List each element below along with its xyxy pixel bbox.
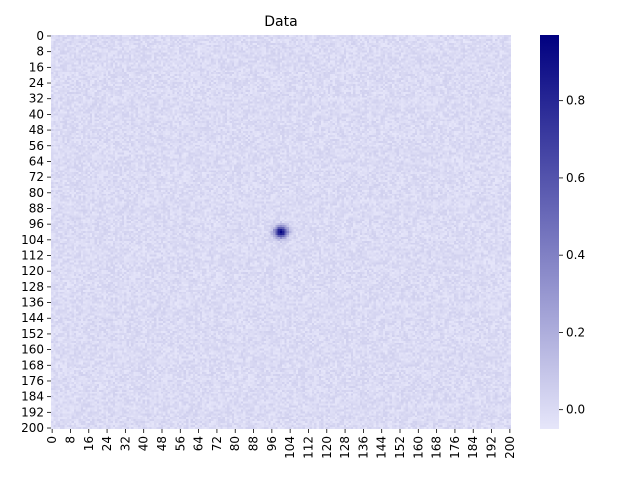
x-tick-label: 40 (137, 436, 151, 451)
colorbar-tick-label: 0.2 (566, 325, 585, 339)
colorbar-tick-label: 0.8 (566, 94, 585, 108)
x-tick-label: 120 (320, 436, 334, 459)
x-tick-label: 104 (283, 436, 297, 459)
y-tick-label: 152 (21, 327, 44, 341)
x-tick-label: 64 (192, 436, 206, 451)
y-tick-label: 24 (29, 76, 44, 90)
y-tick-label: 96 (29, 217, 44, 231)
heatmap-area (51, 35, 511, 429)
y-tick-label: 136 (21, 296, 44, 310)
x-tick-label: 176 (448, 436, 462, 459)
y-tick-label: 192 (21, 405, 44, 419)
colorbar-tick-label: 0.6 (566, 171, 585, 185)
y-tick-label: 168 (21, 358, 44, 372)
y-tick-label: 104 (21, 233, 44, 247)
x-tick-label: 48 (155, 436, 169, 451)
x-tick-label: 184 (466, 436, 480, 459)
y-tick-label: 112 (21, 249, 44, 263)
y-tick-label: 32 (29, 92, 44, 106)
y-axis: 0816243240485664728088961041121201281361… (21, 29, 51, 435)
x-tick-label: 168 (430, 436, 444, 459)
x-tick-label: 200 (503, 436, 517, 459)
y-tick-label: 200 (21, 421, 44, 435)
x-tick-label: 96 (265, 436, 279, 451)
x-tick-label: 192 (485, 436, 499, 459)
x-tick-label: 24 (100, 436, 114, 451)
x-tick-label: 32 (118, 436, 132, 451)
colorbar-gradient (540, 35, 559, 429)
y-tick-label: 144 (21, 311, 44, 325)
y-tick-label: 48 (29, 123, 44, 137)
y-tick-label: 80 (29, 186, 44, 200)
y-tick-label: 88 (29, 201, 44, 215)
y-tick-label: 184 (21, 390, 44, 404)
x-tick-label: 80 (228, 436, 242, 451)
y-tick-label: 40 (29, 107, 44, 121)
x-tick-label: 8 (63, 436, 77, 444)
y-tick-label: 120 (21, 264, 44, 278)
colorbar: 0.0 0.2 0.4 0.6 0.8 (540, 35, 585, 429)
colorbar-tick-label: 0.0 (566, 403, 585, 417)
x-tick-label: 56 (173, 436, 187, 451)
x-tick-label: 88 (247, 436, 261, 451)
x-axis: 0 8 16 24 32 40 48 56 64 72 80 88 96 104 112 120 128 136 1… (45, 429, 517, 459)
y-tick-label: 16 (29, 60, 44, 74)
y-tick-label: 160 (21, 343, 44, 357)
x-tick-label: 128 (338, 436, 352, 459)
x-tick-label: 160 (411, 436, 425, 459)
colorbar-tick-label: 0.4 (566, 248, 585, 262)
colorbar-ticks: 0.0 0.2 0.4 0.6 0.8 (559, 94, 585, 417)
x-tick-label: 16 (82, 436, 96, 451)
x-tick-label: 152 (393, 436, 407, 459)
y-tick-label: 72 (29, 170, 44, 184)
x-tick-label: 112 (301, 436, 315, 459)
y-tick-label: 8 (36, 45, 44, 59)
y-tick-label: 0 (36, 29, 44, 43)
chart-title: Data (264, 14, 297, 30)
x-tick-label: 144 (375, 436, 389, 459)
y-tick-label: 176 (21, 374, 44, 388)
heatmap-cells (51, 35, 511, 429)
x-tick-label: 72 (210, 436, 224, 451)
y-tick-label: 64 (29, 154, 44, 168)
y-tick-label: 128 (21, 280, 44, 294)
x-tick-label: 136 (356, 436, 370, 459)
y-tick-label: 56 (29, 139, 44, 153)
x-tick-label: 0 (45, 436, 59, 444)
